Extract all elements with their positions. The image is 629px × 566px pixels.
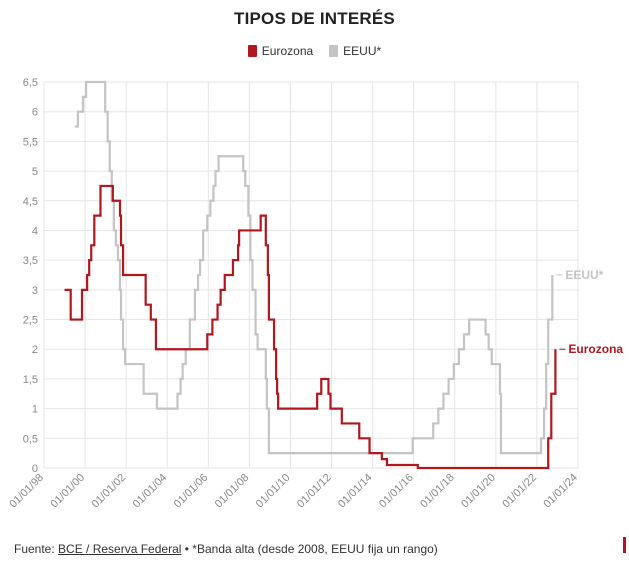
x-tick-label: 01/01/98 xyxy=(7,472,46,511)
x-tick-label: 01/01/00 xyxy=(48,472,87,511)
footer-prefix: Fuente: xyxy=(14,542,59,556)
y-tick-label: 5,5 xyxy=(23,136,38,148)
x-tick-label: 01/01/06 xyxy=(172,472,211,511)
x-tick-label: 01/01/16 xyxy=(377,472,416,511)
x-tick-label: 01/01/18 xyxy=(418,472,457,511)
y-tick-label: 0 xyxy=(32,463,38,475)
y-tick-label: 4,5 xyxy=(23,196,38,208)
footer-note: • *Banda alta (desde 2008, EEUU fija un … xyxy=(181,542,438,556)
legend-swatch-eeuu xyxy=(329,45,339,57)
series-line-eeuu xyxy=(74,80,554,455)
x-tick-label: 01/01/02 xyxy=(90,472,129,511)
x-tick-label: 01/01/04 xyxy=(131,472,170,511)
x-tick-label: 01/01/14 xyxy=(336,472,375,511)
y-tick-label: 3 xyxy=(32,285,38,297)
y-tick-label: 1,5 xyxy=(23,374,38,386)
y-tick-label: 0,5 xyxy=(23,433,38,445)
y-tick-label: 5 xyxy=(32,166,38,178)
source-link[interactable]: BCE / Reserva Federal xyxy=(58,542,182,556)
x-tick-label: 01/01/24 xyxy=(541,472,580,511)
footer: Fuente: BCE / Reserva Federal • *Banda a… xyxy=(14,542,438,556)
x-tick-label: 01/01/22 xyxy=(500,472,539,511)
legend-item-eeuu[interactable]: EEUU* xyxy=(329,44,381,58)
legend-swatch-eurozona xyxy=(247,45,257,57)
x-tick-label: 01/01/08 xyxy=(213,472,252,511)
x-tick-label: 01/01/12 xyxy=(295,472,334,511)
y-tick-label: 4 xyxy=(32,225,38,237)
y-tick-label: 1 xyxy=(32,404,38,416)
y-tick-label: 6 xyxy=(32,107,38,119)
legend: Eurozona EEUU* xyxy=(0,44,629,58)
y-tick-label: 6,5 xyxy=(23,77,38,89)
y-tick-label: 2,5 xyxy=(23,315,38,327)
series-line-eurozona xyxy=(64,184,557,470)
end-label-eeuu: EEUU* xyxy=(565,268,603,282)
x-tick-label: 01/01/10 xyxy=(254,472,293,511)
end-label-eurozona: Eurozona xyxy=(568,342,623,356)
y-tick-label: 3,5 xyxy=(23,255,38,267)
footer-accent-bar xyxy=(623,537,626,553)
legend-label-eurozona: Eurozona xyxy=(261,44,314,58)
x-tick-label: 01/01/20 xyxy=(459,472,498,511)
y-tick-label: 2 xyxy=(32,344,38,356)
legend-item-eurozona[interactable]: Eurozona xyxy=(247,44,314,58)
chart-title: TIPOS DE INTERÉS xyxy=(234,9,395,28)
legend-label-eeuu: EEUU* xyxy=(343,44,382,58)
